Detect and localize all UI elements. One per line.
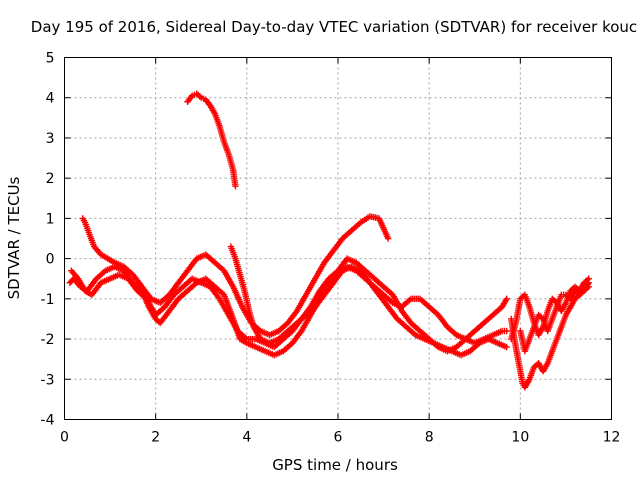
series-pass-5 — [227, 243, 510, 359]
data-point — [384, 235, 392, 242]
chart-title: Day 195 of 2016, Sidereal Day-to-day VTE… — [31, 18, 637, 36]
data-point — [232, 183, 239, 190]
x-tick-labels: 0 2 4 6 8 10 12 — [60, 430, 620, 446]
y-tick-label: -4 — [41, 413, 55, 429]
x-tick-label: 2 — [151, 430, 160, 446]
x-axis-label: GPS time / hours — [272, 456, 398, 474]
data-points — [66, 90, 592, 391]
x-tick-label: 12 — [603, 430, 621, 446]
y-tick-label: 1 — [46, 211, 55, 227]
y-tick-label: -2 — [41, 332, 55, 348]
plot-frame — [64, 57, 612, 420]
y-tick-labels: -4 -3 -2 -1 0 1 2 3 4 5 — [41, 51, 55, 429]
x-tick-label: 10 — [511, 430, 529, 446]
series-pass-2 — [68, 255, 510, 355]
y-tick-label: 0 — [46, 252, 55, 268]
y-tick-label: 5 — [46, 51, 55, 67]
grid-lines — [64, 57, 612, 420]
data-point — [503, 295, 510, 303]
y-axis-label: SDTVAR / TECUs — [5, 176, 23, 299]
y-tick-label: 3 — [46, 131, 55, 147]
y-tick-label: 2 — [46, 171, 55, 187]
x-tick-label: 8 — [425, 430, 434, 446]
x-tick-label: 6 — [334, 430, 343, 446]
y-tick-label: 4 — [46, 91, 55, 107]
x-tick-label: 0 — [60, 430, 69, 446]
series-pass-8 — [517, 279, 592, 355]
data-point — [585, 279, 592, 286]
y-tick-label: -3 — [41, 372, 55, 388]
data-point — [503, 343, 510, 351]
series-pass-7 — [508, 275, 592, 343]
series-pass-4 — [184, 90, 239, 190]
x-tick-label: 4 — [242, 430, 251, 446]
data-point — [503, 327, 510, 335]
y-tick-label: -1 — [41, 292, 55, 308]
